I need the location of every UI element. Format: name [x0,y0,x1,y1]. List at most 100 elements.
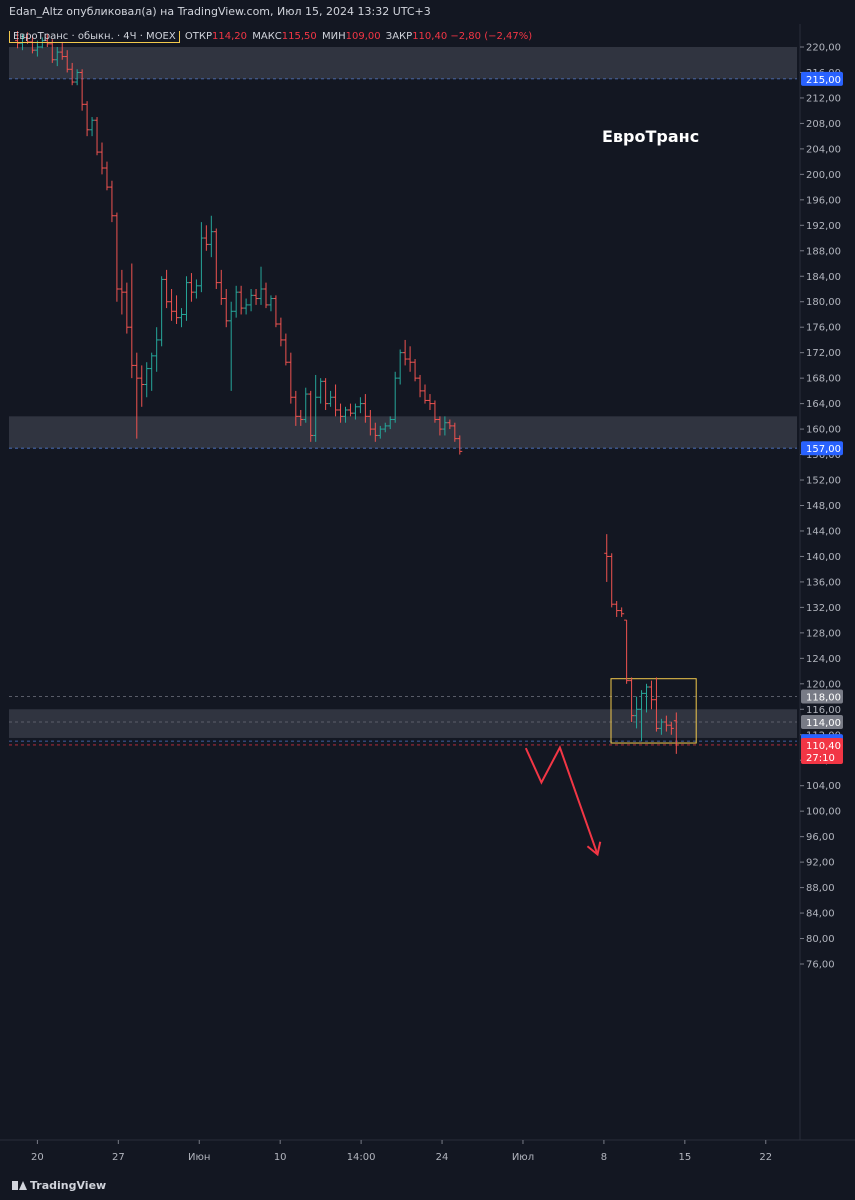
tradingview-logo[interactable]: TradingView [12,1179,106,1192]
ohlc-bar[interactable] [347,403,353,417]
ohlc-bar[interactable] [417,374,423,398]
forecast-arrow[interactable] [524,744,599,855]
ohlc-bar[interactable] [89,117,95,137]
ohlc-bar[interactable] [144,362,150,398]
ohlc-bar[interactable] [447,419,453,430]
ohlc-bar[interactable] [44,34,50,47]
ohlc-bar[interactable] [183,276,189,321]
highlight-box[interactable] [610,678,697,744]
ohlc-bar[interactable] [367,409,373,436]
ohlc-bar[interactable] [362,394,368,423]
ohlc-bar[interactable] [313,374,319,442]
ohlc-bar[interactable] [253,288,259,305]
ohlc-bar[interactable] [203,225,209,251]
ohlc-bar[interactable] [79,69,85,111]
ohlc-bar[interactable] [333,384,339,417]
ohlc-bar[interactable] [74,69,80,86]
ohlc-bar[interactable] [104,161,110,191]
ohlc-bar[interactable] [648,680,654,710]
ohlc-bar[interactable] [134,352,140,439]
ohlc-bar[interactable] [49,39,55,63]
ohlc-bar[interactable] [258,266,264,305]
ohlc-bar[interactable] [392,371,398,423]
ohlc-bar[interactable] [427,394,433,410]
ohlc-bar[interactable] [114,212,120,302]
ohlc-bar[interactable] [213,228,219,289]
ohlc-bar[interactable] [174,295,180,325]
support-zone-0[interactable] [9,47,797,79]
ohlc-bar[interactable] [318,378,324,404]
ohlc-bar[interactable] [323,378,329,410]
ohlc-bar[interactable] [397,349,403,385]
ohlc-bar[interactable] [407,346,413,372]
ohlc-bar[interactable] [437,416,443,436]
ohlc-bar[interactable] [352,403,358,420]
ohlc-bar[interactable] [243,298,249,315]
ohlc-bar[interactable] [288,352,294,404]
ohlc-bar[interactable] [193,279,199,299]
ohlc-bar[interactable] [328,390,334,407]
ohlc-bar[interactable] [387,416,393,430]
ohlc-bar[interactable] [457,435,463,455]
ohlc-bar[interactable] [673,712,679,754]
ohlc-bar[interactable] [402,339,408,366]
ohlc-bar[interactable] [614,601,620,617]
ohlc-bar[interactable] [19,34,25,51]
ohlc-bar[interactable] [619,607,625,617]
price-axis[interactable] [801,24,855,1172]
ohlc-bar[interactable] [442,416,448,436]
ohlc-bar[interactable] [298,409,304,426]
ohlc-bar[interactable] [54,47,60,67]
ohlc-bar[interactable] [159,276,165,347]
ohlc-bar[interactable] [377,425,383,439]
ohlc-bar[interactable] [179,308,185,328]
ohlc-bar[interactable] [169,288,175,321]
ohlc-bar[interactable] [668,722,674,735]
ohlc-bar[interactable] [357,397,363,414]
ohlc-bar[interactable] [233,285,239,318]
ohlc-bar[interactable] [59,41,65,60]
ohlc-bar[interactable] [109,180,115,223]
ohlc-bar[interactable] [124,282,130,334]
support-zone-1[interactable] [9,416,797,449]
support-zone-2[interactable] [9,709,797,738]
ohlc-bar[interactable] [624,619,630,684]
ohlc-bar[interactable] [643,683,649,713]
ohlc-bar[interactable] [64,50,70,73]
ohlc-bar[interactable] [382,422,388,433]
ohlc-bar[interactable] [154,327,160,372]
ohlc-bar[interactable] [412,359,418,382]
ohlc-bar[interactable] [24,32,30,44]
ohlc-bar[interactable] [372,422,378,442]
ohlc-bar[interactable] [452,422,458,442]
ohlc-bar[interactable] [119,269,125,315]
ohlc-bar[interactable] [629,677,635,723]
ohlc-bar[interactable] [338,403,344,423]
ohlc-bar[interactable] [149,352,155,391]
ohlc-bar[interactable] [39,37,45,49]
ohlc-bar[interactable] [293,390,299,426]
ohlc-bar[interactable] [99,142,105,175]
ohlc-bar[interactable] [422,384,428,404]
ohlc-bar[interactable] [218,269,224,305]
ohlc-bar[interactable] [609,553,615,608]
ohlc-bar[interactable] [278,317,284,347]
ohlc-bar[interactable] [164,269,170,309]
ohlc-bar[interactable] [653,677,659,732]
ohlc-bar[interactable] [308,390,314,442]
ohlc-bar[interactable] [303,387,309,423]
ohlc-bar[interactable] [658,718,664,735]
symbol-name[interactable]: ЕвроТранс · обыкн. · 4Ч · MOEX [9,31,180,43]
ohlc-bar[interactable] [69,62,75,86]
ohlc-bar[interactable] [639,690,645,742]
ohlc-bar[interactable] [604,534,610,582]
ohlc-bar[interactable] [273,295,279,328]
price-chart[interactable]: 220,00216,00212,00208,00204,00200,00196,… [0,24,855,1172]
ohlc-bar[interactable] [129,263,135,379]
ohlc-bar[interactable] [663,715,669,732]
ohlc-bar[interactable] [268,295,274,312]
ohlc-bar[interactable] [432,400,438,423]
ohlc-bar[interactable] [228,301,234,391]
ohlc-bar[interactable] [342,406,348,423]
ohlc-bar[interactable] [198,222,204,293]
